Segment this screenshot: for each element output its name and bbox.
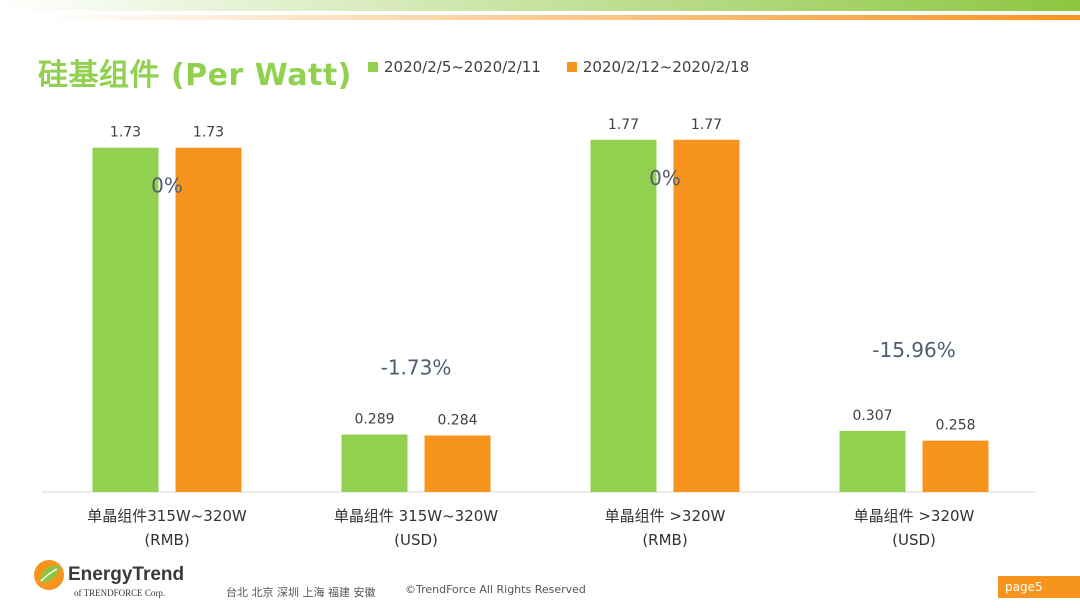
- bar-series-1-group-2: [341, 434, 408, 492]
- bar-series-1-group-1: [92, 147, 159, 493]
- bar-series-2-group-1: [175, 147, 242, 493]
- data-label-series-2-group-1: 1.73: [193, 125, 224, 141]
- legend-swatch-series-2: [566, 62, 577, 72]
- change-label-group-4: -15.96%: [872, 338, 955, 362]
- bar-series-1-group-3: [590, 139, 657, 492]
- legend-item-series-1: 2020/2/5~2020/2/11: [368, 58, 541, 76]
- page-number: page5: [998, 576, 1080, 598]
- legend-label-series-1: 2020/2/5~2020/2/11: [384, 58, 541, 76]
- bar-series-1-group-4: [839, 430, 906, 492]
- footer-copyright: ©TrendForce All Rights Reserved: [405, 583, 586, 596]
- category-label-group-3-line-2: (RMB): [642, 531, 687, 549]
- data-label-series-1-group-1: 1.73: [110, 125, 141, 141]
- data-label-series-1-group-4: 0.307: [852, 408, 892, 424]
- category-label-group-4-line-2: (USD): [892, 531, 936, 549]
- category-label-group-4-line-1: 单晶组件 >320W: [854, 507, 975, 525]
- data-label-series-1-group-3: 1.77: [608, 117, 639, 133]
- legend-swatch-series-1: [368, 62, 378, 72]
- data-label-series-2-group-3: 1.77: [691, 117, 722, 133]
- logo-subtitle: of TRENDFORCE Corp.: [74, 588, 166, 598]
- logo-name: EnergyTrend: [68, 564, 185, 585]
- energytrend-logo: EnergyTrend of TRENDFORCE Corp.: [32, 556, 192, 602]
- category-label-group-2-line-2: (USD): [394, 531, 438, 549]
- bar-series-2-group-4: [922, 440, 989, 492]
- category-label-group-2-line-1: 单晶组件 315W~320W: [334, 507, 498, 525]
- data-label-series-2-group-4: 0.258: [935, 418, 975, 434]
- bar-series-2-group-3: [673, 139, 740, 492]
- change-label-group-2: -1.73%: [381, 355, 452, 379]
- leaf-logo-icon: [34, 560, 64, 590]
- data-label-series-2-group-2: 0.284: [437, 412, 477, 428]
- chart-title: 硅基组件 (Per Watt): [38, 58, 352, 93]
- category-label-group-1-line-1: 单晶组件315W~320W: [87, 507, 247, 525]
- change-label-group-3: 0%: [649, 166, 681, 190]
- legend-label-series-2: 2020/2/12~2020/2/18: [582, 58, 750, 76]
- category-label-group-1-line-2: (RMB): [144, 531, 189, 549]
- category-label-group-3-line-1: 单晶组件 >320W: [605, 507, 726, 525]
- footer-cities: 台北 北京 深圳 上海 福建 安徽: [226, 586, 376, 599]
- top-decoration-band: [0, 0, 1080, 22]
- chart-legend: 2020/2/5~2020/2/11 2020/2/12~2020/2/18: [368, 58, 749, 76]
- legend-item-series-2: 2020/2/12~2020/2/18: [566, 58, 750, 76]
- top-gradient-bars: [0, 0, 1080, 20]
- data-label-series-1-group-2: 0.289: [354, 411, 394, 427]
- change-label-group-1: 0%: [151, 174, 183, 198]
- bar-chart: 1.73 1.73 0% 单晶组件315W~320W (RMB) 0.289 0.284 -1…: [42, 117, 1036, 549]
- bar-series-2-group-2: [424, 435, 491, 492]
